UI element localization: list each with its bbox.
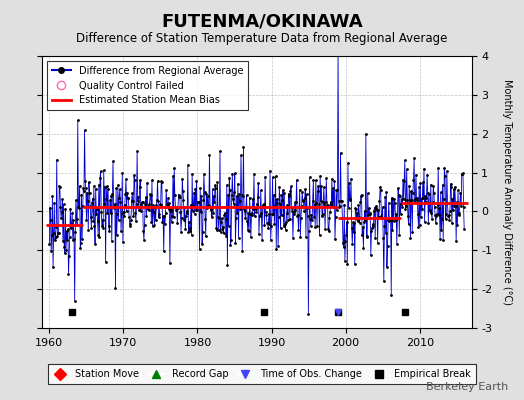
- Legend: Difference from Regional Average, Quality Control Failed, Estimated Station Mean: Difference from Regional Average, Qualit…: [47, 61, 248, 110]
- Y-axis label: Monthly Temperature Anomaly Difference (°C): Monthly Temperature Anomaly Difference (…: [502, 79, 512, 305]
- Text: Berkeley Earth: Berkeley Earth: [426, 382, 508, 392]
- Legend: Station Move, Record Gap, Time of Obs. Change, Empirical Break: Station Move, Record Gap, Time of Obs. C…: [48, 364, 476, 384]
- Text: FUTENMA/OKINAWA: FUTENMA/OKINAWA: [161, 12, 363, 30]
- Text: Difference of Station Temperature Data from Regional Average: Difference of Station Temperature Data f…: [77, 32, 447, 45]
